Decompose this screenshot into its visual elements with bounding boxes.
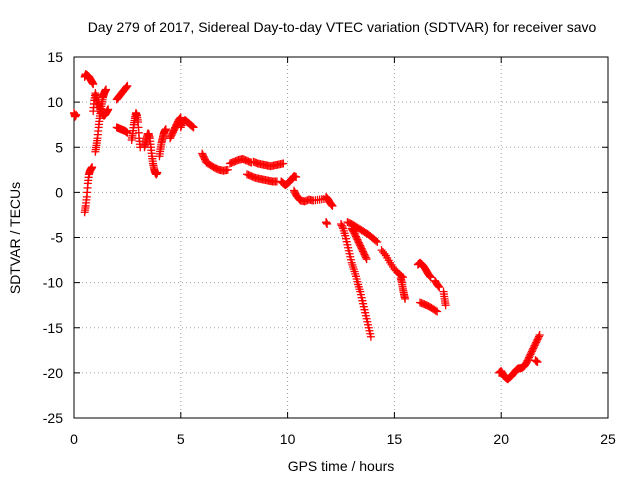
y-axis-label: SDTVAR / TECUs: [7, 182, 23, 294]
data-point: [327, 200, 336, 209]
data-point: [431, 306, 440, 315]
data-point: [161, 125, 170, 134]
y-tick-label: -5: [51, 230, 64, 246]
x-tick-label: 25: [600, 431, 616, 447]
data-point: [292, 173, 301, 182]
x-tick-label: 15: [387, 431, 403, 447]
data-point: [328, 201, 337, 210]
data-point: [89, 80, 98, 89]
data-point: [366, 332, 375, 341]
data-point: [104, 105, 113, 114]
data-point: [153, 168, 162, 177]
x-tick-label: 5: [177, 431, 185, 447]
data-point: [534, 332, 543, 341]
x-tick-label: 10: [280, 431, 296, 447]
data-point: [426, 273, 435, 282]
data-point: [123, 81, 132, 90]
data-point: [122, 82, 131, 91]
y-tick-label: 0: [55, 184, 63, 200]
chart-title: Day 279 of 2017, Sidereal Day-to-day VTE…: [88, 19, 597, 35]
data-point: [426, 272, 434, 281]
data-point: [123, 128, 132, 137]
data-point: [380, 249, 389, 258]
data-point: [433, 281, 442, 290]
data-point: [327, 201, 336, 210]
y-tick-label: -20: [43, 365, 63, 381]
data-point: [279, 159, 288, 168]
y-tick-label: -25: [43, 410, 63, 426]
data-point: [177, 121, 186, 130]
data-point: [323, 219, 332, 228]
grid-lines: [74, 57, 608, 418]
data-point: [223, 165, 232, 174]
data-point: [533, 358, 542, 367]
data-point: [176, 123, 185, 132]
data-point: [435, 283, 444, 292]
data-point: [189, 123, 198, 132]
y-tick-label: 15: [47, 49, 63, 65]
y-tick-label: -10: [43, 275, 63, 291]
data-point: [535, 330, 544, 339]
data-point: [373, 238, 382, 247]
data-point: [433, 307, 442, 316]
x-tick-label: 0: [70, 431, 78, 447]
y-tick-label: -15: [43, 320, 63, 336]
data-point: [401, 294, 410, 303]
data-point: [72, 110, 81, 119]
data-point: [361, 253, 370, 262]
data-point: [88, 163, 97, 172]
data-point: [371, 236, 380, 245]
y-tick-label: 5: [55, 139, 63, 155]
data-point: [102, 85, 111, 94]
data-point: [441, 301, 450, 310]
data-point: [338, 222, 347, 231]
data-points: [70, 70, 544, 384]
data-point: [121, 83, 130, 92]
data-point: [425, 271, 434, 280]
axis-ticks: 0 5 10 15 20 25 15 10 5 0 -5 -10 -15 -20 -25: [43, 49, 616, 447]
data-point: [362, 255, 371, 264]
y-tick-label: 10: [47, 94, 63, 110]
data-point: [434, 282, 443, 291]
x-tick-label: 20: [493, 431, 509, 447]
x-axis-label: GPS time / hours: [288, 458, 395, 474]
